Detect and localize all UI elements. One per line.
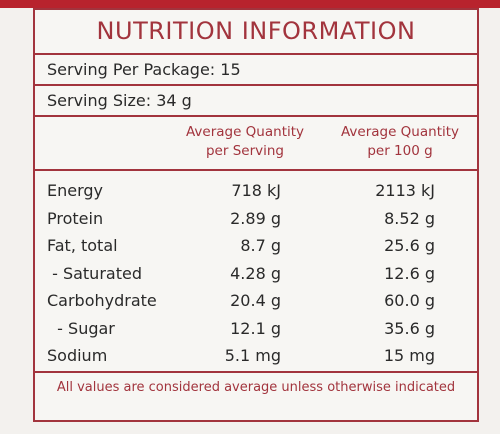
nutrient-name: Sodium (47, 346, 108, 365)
table-row: - Sugar 12.1 g 35.6 g (35, 315, 477, 343)
nutrient-name: Fat, total (47, 236, 118, 255)
table-row: Carbohydrate 20.4 g 60.0 g (35, 287, 477, 315)
per-serving-value: 12.1 g (230, 318, 281, 338)
per-100g-value: 25.6 g (384, 236, 435, 255)
column-header-per-100g-line2: per 100 g (367, 143, 433, 159)
nutrient-name: Energy (47, 181, 104, 200)
nutrient-name: Carbohydrate (47, 291, 157, 310)
per-100g-value: 2113 kJ (375, 181, 435, 200)
table-row: Protein 2.89 g 8.52 g (35, 205, 477, 233)
per-serving-value: 4.28 g (230, 263, 281, 283)
column-header-per-serving-line2: per Serving (205, 143, 284, 159)
per-100g-value: 8.52 g (384, 208, 435, 228)
column-header-per-serving-line1: Average Quantity (185, 124, 305, 140)
top-color-band (0, 0, 500, 8)
column-headers: Average Quantity per Serving Average Qua… (35, 117, 477, 171)
per-serving-value: 8.7 g (240, 236, 281, 255)
nutrient-name: Protein (47, 208, 104, 228)
table-row: Sodium 5.1 mg 15 mg (35, 342, 477, 370)
per-100g-value: 60.0 g (384, 291, 435, 310)
nutrient-name: - Saturated (47, 263, 142, 283)
nutrient-name: - Sugar (47, 318, 115, 338)
panel-title: NUTRITION INFORMATION (35, 10, 477, 55)
table-row: Energy 718 kJ 2113 kJ (35, 177, 477, 205)
per-serving-value: 718 kJ (231, 181, 281, 200)
per-serving-value: 20.4 g (230, 291, 281, 310)
footer-note: All values are considered average unless… (56, 380, 456, 395)
nutrition-panel: NUTRITION INFORMATION Serving Per Packag… (33, 8, 479, 422)
serving-size: Serving Size: 34 g (35, 86, 477, 117)
column-header-per-100g-line1: Average Quantity (340, 124, 460, 140)
table-row: Fat, total 8.7 g 25.6 g (35, 232, 477, 260)
per-100g-value: 15 mg (383, 346, 435, 365)
per-serving-value: 5.1 mg (224, 346, 281, 365)
per-100g-value: 12.6 g (384, 263, 435, 283)
column-header-per-serving: Average Quantity per Serving (175, 123, 315, 161)
column-header-per-100g: Average Quantity per 100 g (330, 123, 470, 161)
serving-per-package: Serving Per Package: 15 (35, 55, 477, 86)
per-100g-value: 35.6 g (384, 318, 435, 338)
per-serving-value: 2.89 g (230, 208, 281, 228)
table-row: - Saturated 4.28 g 12.6 g (35, 260, 477, 288)
nutrient-rows: Energy 718 kJ 2113 kJ Protein 2.89 g 8.5… (35, 171, 477, 373)
